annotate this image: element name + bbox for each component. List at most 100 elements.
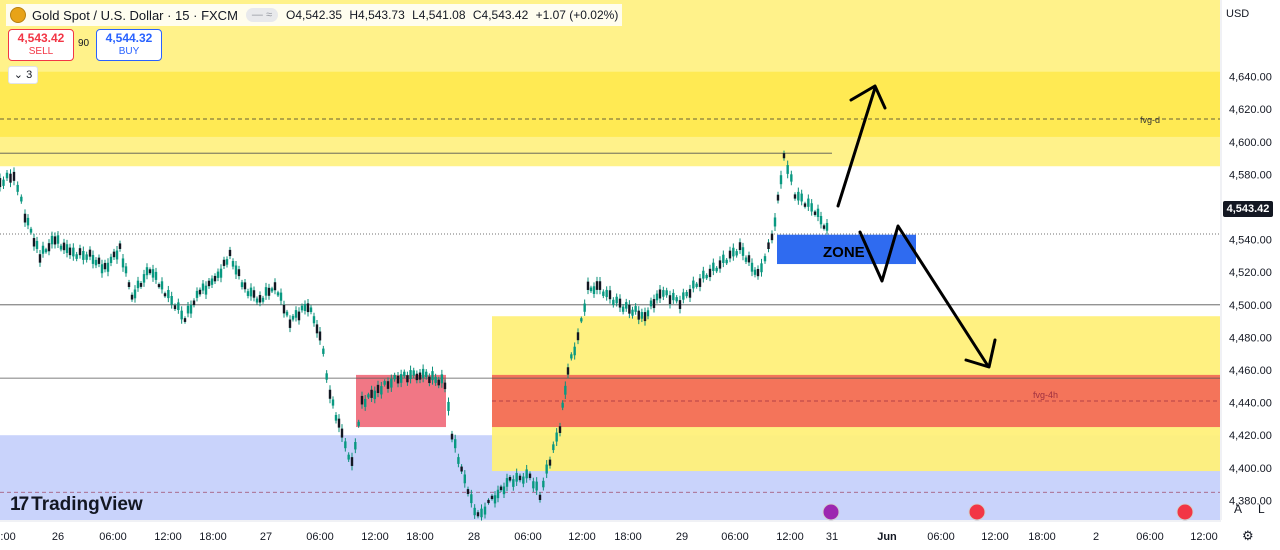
market-status-pill[interactable]: — ≈ bbox=[245, 8, 278, 22]
candle-body bbox=[515, 472, 518, 482]
candle-body bbox=[634, 306, 637, 312]
candle-body bbox=[228, 249, 232, 257]
candle-body bbox=[434, 376, 437, 383]
candle-body bbox=[813, 211, 817, 215]
zone-label: ZONE bbox=[823, 244, 865, 261]
candle-body bbox=[522, 476, 525, 484]
buy-button[interactable]: 4,544.32 BUY bbox=[96, 29, 162, 61]
sell-price: 4,543.42 bbox=[17, 31, 65, 45]
candle-body bbox=[112, 251, 116, 258]
candle-body bbox=[103, 262, 107, 270]
us-flag-event-icon[interactable] bbox=[968, 503, 986, 521]
candle-body bbox=[47, 243, 51, 252]
candle-body bbox=[38, 254, 42, 263]
high-value: H4,543.73 bbox=[349, 8, 405, 22]
candle-body bbox=[525, 469, 528, 479]
candle-body bbox=[763, 256, 767, 262]
candle-body bbox=[118, 243, 122, 249]
candle-body bbox=[558, 426, 562, 433]
candle-body bbox=[756, 268, 760, 277]
candle-body bbox=[82, 250, 85, 260]
candle-body bbox=[741, 247, 745, 256]
candle-body bbox=[418, 372, 422, 380]
candle-body bbox=[29, 228, 33, 233]
candle-body bbox=[216, 271, 220, 278]
x-tick-label: 8:00 bbox=[0, 531, 16, 543]
candle-body bbox=[825, 222, 829, 231]
spread-value: 90 bbox=[78, 38, 90, 49]
candle-body bbox=[403, 371, 406, 377]
candle-body bbox=[139, 282, 143, 287]
symbol-title[interactable]: Gold Spot / U.S. Dollar · 15 · FXCM bbox=[32, 7, 238, 23]
gear-icon[interactable]: ⚙ bbox=[1242, 528, 1254, 543]
indicators-collapse-button[interactable]: ⌄ 3 bbox=[8, 66, 38, 84]
candle-body bbox=[454, 439, 457, 449]
sell-button[interactable]: 4,543.42 SELL bbox=[8, 29, 74, 61]
y-tick-label: 4,480.00 bbox=[1229, 332, 1272, 344]
candle-body bbox=[115, 250, 119, 260]
candle-body bbox=[678, 300, 682, 309]
candle-body bbox=[189, 304, 193, 314]
candle-body bbox=[760, 263, 763, 273]
candle-body bbox=[386, 381, 390, 389]
candle-body bbox=[354, 442, 357, 450]
candle-body bbox=[136, 280, 140, 289]
y-tick-label: 4,580.00 bbox=[1229, 169, 1272, 181]
candle-body bbox=[170, 295, 173, 305]
candle-body bbox=[59, 245, 63, 250]
candle-body bbox=[249, 287, 253, 297]
candle-body bbox=[637, 310, 640, 320]
candle-body bbox=[315, 324, 319, 334]
candle-body bbox=[685, 292, 688, 297]
log-scale-button[interactable]: L bbox=[1258, 502, 1265, 516]
candle-body bbox=[0, 178, 2, 188]
candle-body bbox=[12, 171, 16, 181]
candle-body bbox=[744, 257, 748, 262]
us-flag-event-icon[interactable] bbox=[1176, 503, 1194, 521]
lightning-event-icon[interactable] bbox=[822, 503, 840, 521]
candle-body bbox=[279, 292, 283, 301]
low-value: L4,541.08 bbox=[412, 8, 466, 22]
candle-body bbox=[625, 302, 628, 309]
candle-body bbox=[602, 291, 605, 296]
candle-body bbox=[406, 375, 409, 383]
candle-body bbox=[580, 318, 583, 322]
candle-body bbox=[512, 479, 515, 487]
candle-body bbox=[652, 299, 656, 309]
x-tick-label: 06:00 bbox=[1136, 531, 1164, 543]
candle-body bbox=[142, 274, 146, 283]
candle-body bbox=[816, 208, 820, 217]
candle-body bbox=[473, 507, 476, 516]
candle-body bbox=[589, 287, 593, 292]
time-axis-bg bbox=[0, 521, 1221, 550]
candle-body bbox=[306, 303, 310, 313]
candle-body bbox=[570, 354, 573, 359]
candle-body bbox=[490, 495, 494, 500]
candle-body bbox=[186, 305, 190, 314]
currency-label[interactable]: USD bbox=[1226, 8, 1250, 20]
candle-body bbox=[297, 311, 301, 321]
candle-body bbox=[258, 295, 262, 303]
tradingview-logo[interactable]: 17 TradingView bbox=[10, 494, 143, 516]
candle-body bbox=[566, 367, 570, 375]
candle-body bbox=[779, 175, 783, 185]
candle-body bbox=[502, 486, 506, 495]
candle-body bbox=[803, 203, 807, 207]
y-tick-label: 4,460.00 bbox=[1229, 365, 1272, 377]
candle-body bbox=[682, 292, 685, 300]
candle-body bbox=[668, 295, 672, 305]
candle-body bbox=[234, 265, 238, 275]
candle-body bbox=[692, 280, 695, 289]
candle-body bbox=[576, 332, 580, 341]
candle-body bbox=[133, 289, 137, 299]
candle-body bbox=[437, 379, 440, 386]
candle-body bbox=[605, 289, 608, 298]
candle-body bbox=[487, 499, 490, 504]
auto-scale-button[interactable]: A bbox=[1234, 502, 1243, 516]
indicator-count: 3 bbox=[26, 69, 33, 81]
candle-body bbox=[460, 466, 463, 472]
candle-body bbox=[78, 248, 82, 256]
candle-body bbox=[357, 421, 360, 426]
candle-body bbox=[145, 267, 149, 276]
